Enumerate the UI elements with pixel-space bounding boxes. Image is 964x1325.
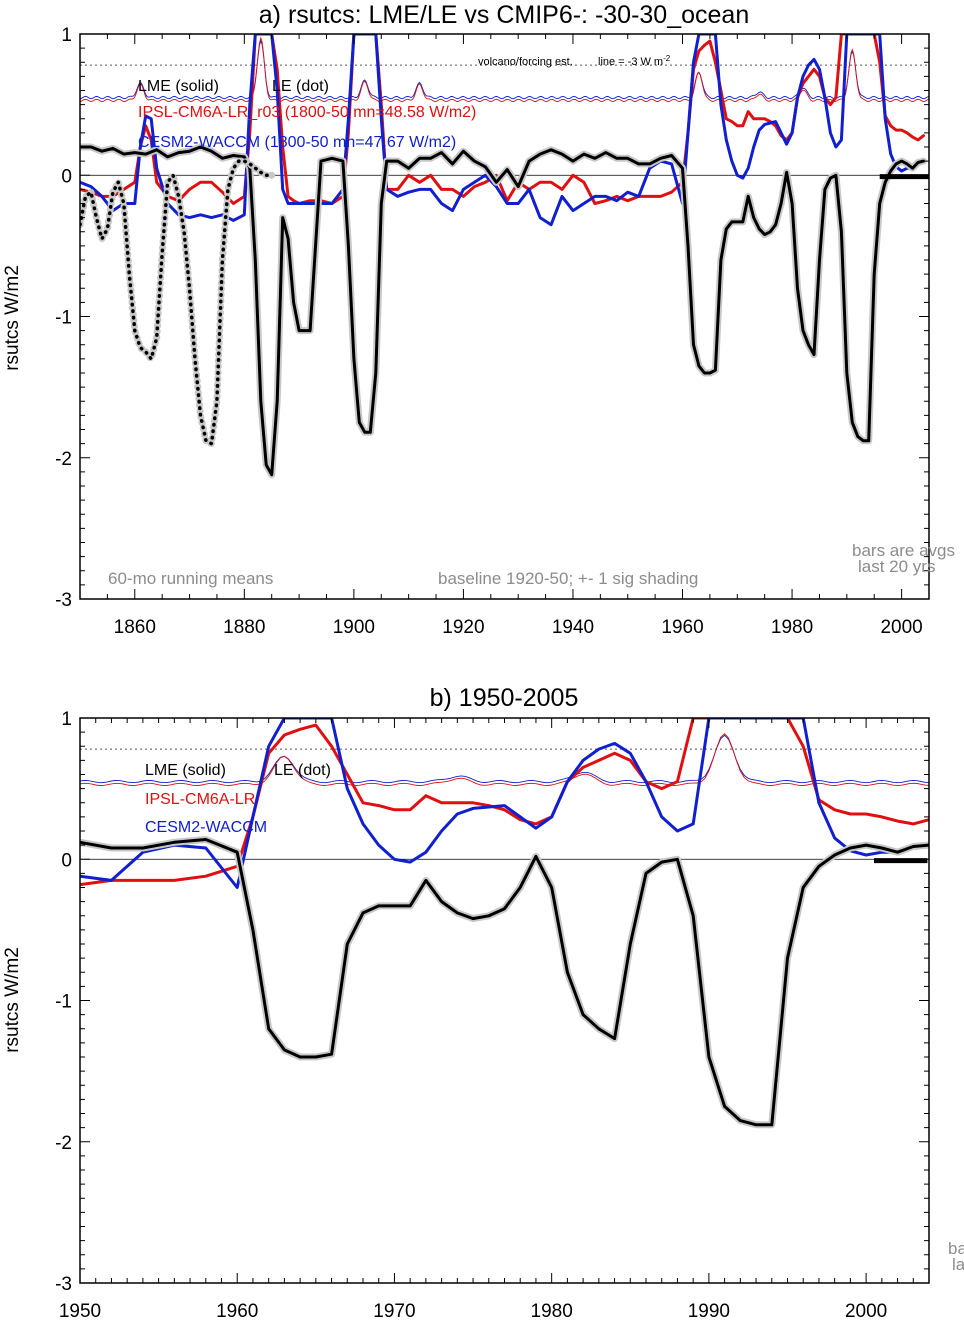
panel-b-ytick-label: 1 (61, 709, 72, 730)
panel-b-ytick-label: 0 (61, 850, 72, 871)
panel-b-ytick-label: -3 (55, 1274, 72, 1295)
panel-a-legend-cesm: CESM2-WACCM (1800-50 mn=47.67 W/m2) (138, 134, 456, 151)
panel-a-xtick-label: 1920 (442, 617, 484, 638)
panel-b-series-lme-shading (80, 836, 929, 1129)
panel-b-bars-note-2: la (952, 1255, 964, 1274)
panel-a-ytick-label: 0 (61, 166, 72, 187)
panel-b-ylabel: rsutcs W/m2 (2, 947, 23, 1053)
panel-a: a) rsutcs: LME/LE vs CMIP6-: -30-30_ocea… (2, 1, 955, 638)
panel-b-xtick-label: 1950 (59, 1301, 101, 1322)
panel-b-reference-lines (79, 732, 930, 860)
panel-a-frame (79, 33, 930, 600)
panel-a-xtick-label: 1940 (552, 617, 594, 638)
panel-a-xtick-label: 1900 (333, 617, 375, 638)
panel-b-legend-le: LE (dot) (274, 762, 331, 779)
panel-b-title: b) 1950-2005 (430, 684, 579, 712)
panel-a-title: a) rsutcs: LME/LE vs CMIP6-: -30-30_ocea… (259, 1, 749, 29)
panel-a-series-le (80, 159, 274, 446)
panel-b-series-lme (80, 838, 929, 1127)
panel-a-series-lme (80, 145, 925, 477)
panel-a-ylabel: rsutcs W/m2 (2, 265, 23, 371)
panel-b: b) 1950-2005 rsutcs W/m2 1950 1960 1970 198… (2, 684, 964, 1322)
panel-a-series-group (80, 34, 929, 479)
panel-a-ytick-label: -1 (55, 308, 72, 329)
panel-b-xtick-label: 2000 (845, 1301, 887, 1322)
panel-a-legend-ipsl: IPSL-CM6A-LR_r03 (1800-50 mn=48.58 W/m2) (138, 104, 476, 121)
panel-b-bars-note-1: ba (948, 1239, 964, 1258)
panel-a-ytick-label: -3 (55, 590, 72, 611)
panel-b-frame (79, 717, 930, 1284)
panel-a-ticks: 1860 1880 1900 1920 1940 1960 1980 2000 1 0 -1 -2 -3 (55, 25, 930, 638)
panel-b-series-group (80, 718, 929, 1129)
panel-b-series (80, 718, 929, 1129)
panel-a-series-le-shading (80, 157, 276, 448)
panel-b-ticks: 1950 1960 1970 1980 1990 2000 1 0 -1 -2 -3 (55, 709, 930, 1322)
panel-a-legend-le: LE (dot) (272, 78, 329, 95)
panel-b-xtick-label: 1970 (373, 1301, 415, 1322)
panel-a-cesm-forcing-trace (79, 39, 930, 100)
panel-b-series-ipsl (80, 718, 929, 887)
panel-a-xtick-label: 1960 (661, 617, 703, 638)
panel-a-bars-note-2: last 20 yrs (858, 557, 935, 576)
panel-a-volcano-note: volcano/forcing est. (478, 56, 573, 68)
panel-a-xtick-label: 1860 (114, 617, 156, 638)
panel-a-line-note: line = -3 W m-2 (598, 54, 671, 68)
panel-a-series (80, 34, 929, 479)
panel-a-line-note-sup: -2 (663, 54, 671, 63)
panel-b-series-cesm (80, 718, 929, 889)
panel-a-baseline-note: baseline 1920-50; +- 1 sig shading (438, 569, 698, 588)
panel-b-legend-ipsl: IPSL-CM6A-LR (145, 791, 255, 808)
panel-b-xtick-label: 1980 (531, 1301, 573, 1322)
panel-b-xtick-label: 1960 (216, 1301, 258, 1322)
panel-b-xtick-label: 1990 (688, 1301, 730, 1322)
panel-a-xtick-label: 1980 (771, 617, 813, 638)
panel-a-bars-note-1: bars are avgs (852, 541, 955, 560)
panel-a-series-cesm (80, 34, 925, 227)
panel-a-xtick-label: 1880 (223, 617, 265, 638)
panel-b-legend-lme: LME (solid) (145, 762, 226, 779)
panel-a-legend-lme: LME (solid) (138, 78, 219, 95)
panel-b-ytick-label: -1 (55, 992, 72, 1013)
panel-a-running-mean-note: 60-mo running means (108, 569, 273, 588)
panel-b-ipsl-forcing-trace (79, 732, 930, 786)
panel-b-cesm-forcing-trace (79, 734, 930, 784)
panel-a-xtick-label: 2000 (880, 617, 922, 638)
panel-a-ipsl-forcing-trace (79, 36, 930, 102)
panel-a-ytick-label: -2 (55, 449, 72, 470)
panel-a-ytick-label: 1 (61, 25, 72, 46)
panel-b-legend-cesm: CESM2-WACCM (145, 819, 267, 836)
panel-b-ytick-label: -2 (55, 1133, 72, 1154)
panel-a-line-note-text: line = -3 W m (598, 56, 663, 68)
